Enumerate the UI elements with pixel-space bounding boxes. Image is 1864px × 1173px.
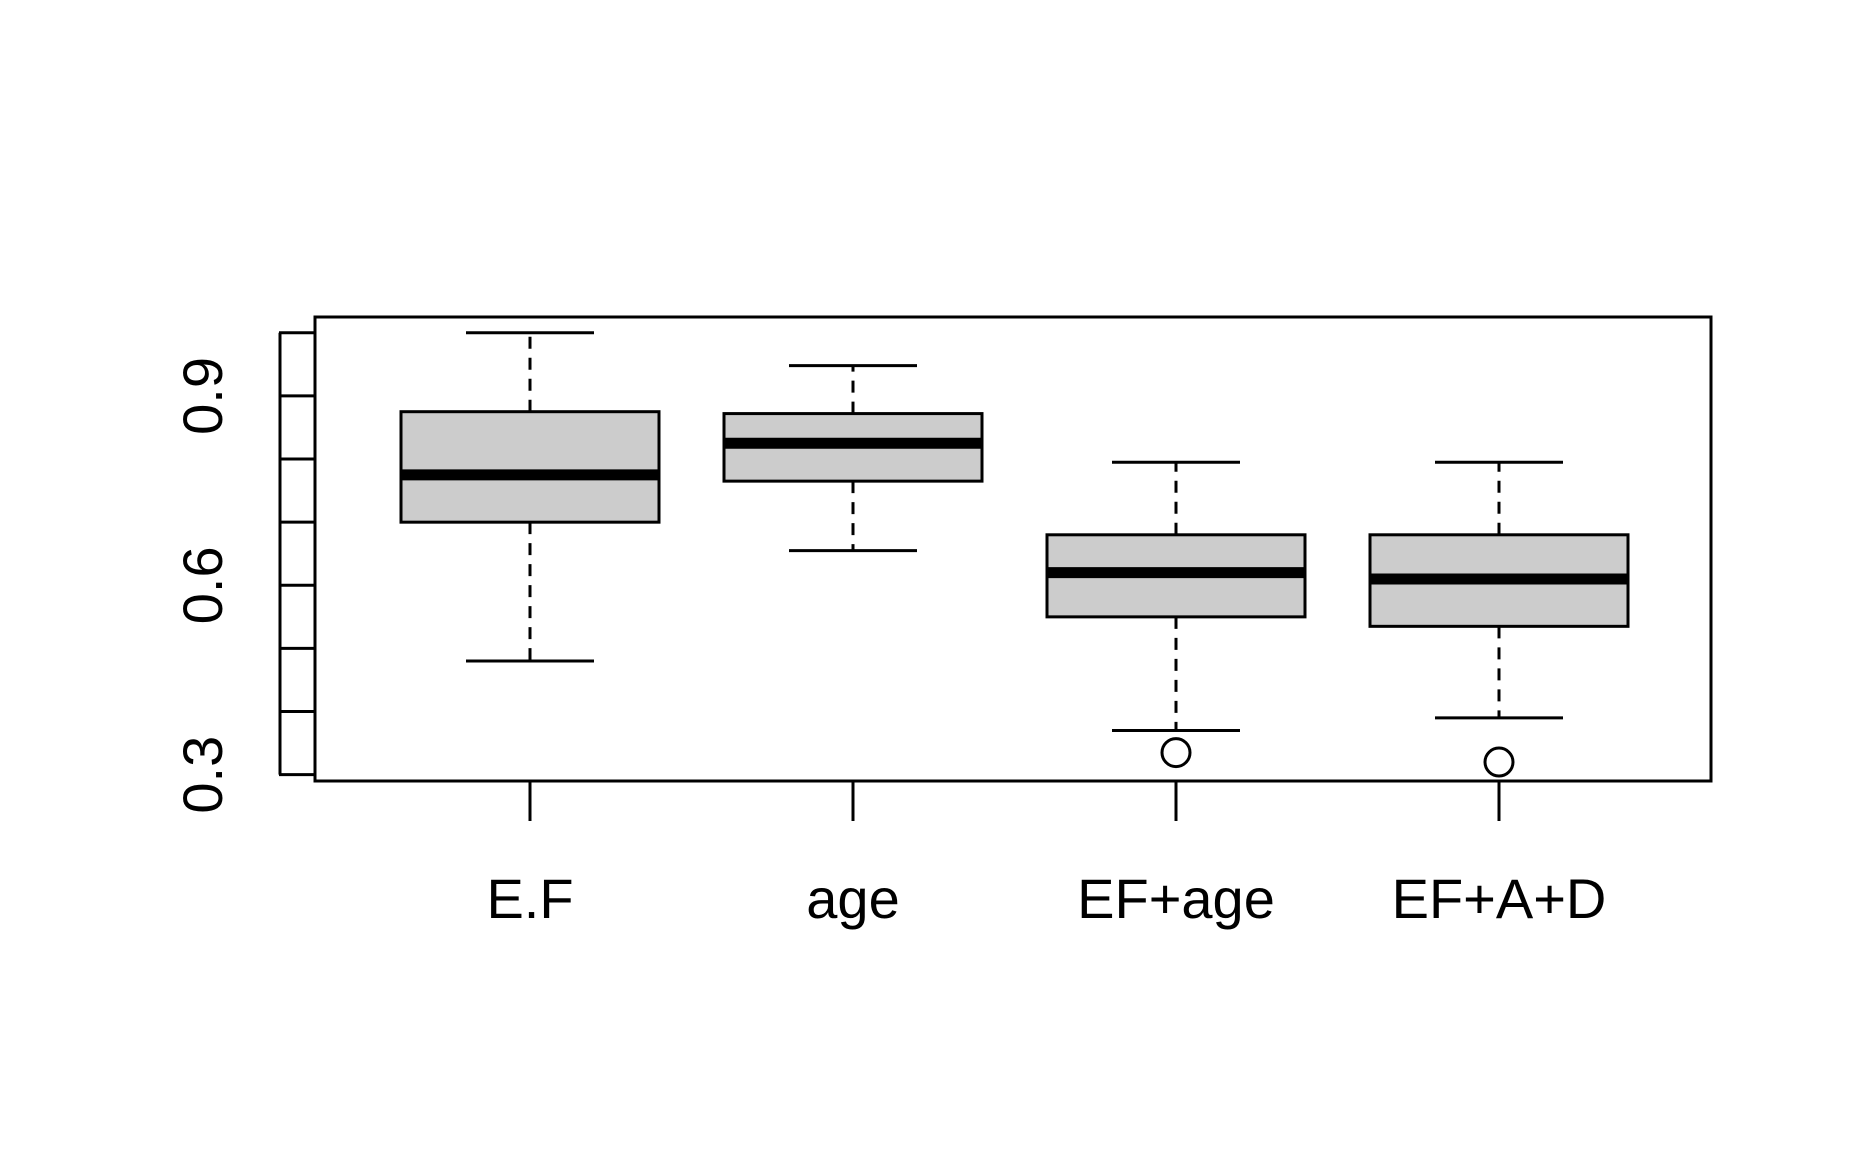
y-tick-label: 0.6 [171,546,234,624]
box-iqr [399,410,661,524]
boxes-group [399,331,1630,778]
plot-frame [313,315,1713,783]
box-group [722,364,984,553]
box-group [1045,460,1307,769]
box-group [399,331,661,663]
axes-group: 0.3 0.6 0.9 E.F age EF+age EF+A+D [171,331,1607,930]
x-tick-label: EF+age [1077,867,1275,930]
box-group [1368,460,1630,778]
x-tick-label: EF+A+D [1392,867,1607,930]
y-tick-label: 0.3 [171,736,234,814]
x-tick-label: E.F [486,867,573,930]
y-tick-label: 0.9 [171,357,234,435]
x-tick-label: age [806,867,899,930]
outlier-point [1160,737,1192,769]
outlier-point [1483,746,1515,778]
